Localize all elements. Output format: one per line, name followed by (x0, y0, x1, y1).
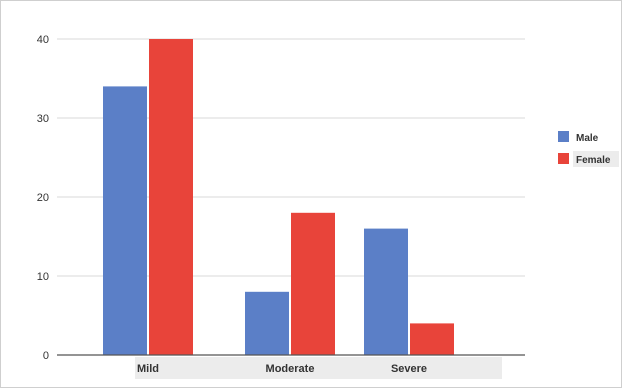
bar-female-severe (410, 323, 454, 355)
y-tick-label: 30 (37, 113, 49, 125)
legend: Male Female (558, 131, 619, 167)
legend-highlight (573, 151, 619, 167)
legend-swatch-male (558, 131, 569, 142)
category-band (135, 357, 502, 379)
bar-male-moderate (245, 291, 289, 355)
y-tick-label: 40 (37, 34, 49, 46)
y-tick-label: 0 (43, 350, 49, 362)
legend-label-female: Female (576, 155, 611, 166)
x-tick-label: Severe (391, 363, 427, 375)
y-tick-labels: 0 10 20 30 40 (37, 34, 49, 362)
bar-male-mild (103, 86, 147, 356)
bar-female-moderate (291, 212, 335, 355)
x-tick-label: Mild (137, 363, 159, 375)
y-tick-label: 10 (37, 271, 49, 283)
bar-female-mild (149, 39, 193, 355)
x-tick-label: Moderate (266, 363, 315, 375)
legend-label-male: Male (576, 133, 599, 144)
y-tick-label: 20 (37, 192, 49, 204)
x-tick-labels: Mild Moderate Severe (137, 363, 427, 375)
category-label-band (135, 357, 502, 379)
legend-swatch-female (558, 153, 569, 164)
bar-male-severe (364, 228, 408, 355)
bars (103, 39, 454, 356)
